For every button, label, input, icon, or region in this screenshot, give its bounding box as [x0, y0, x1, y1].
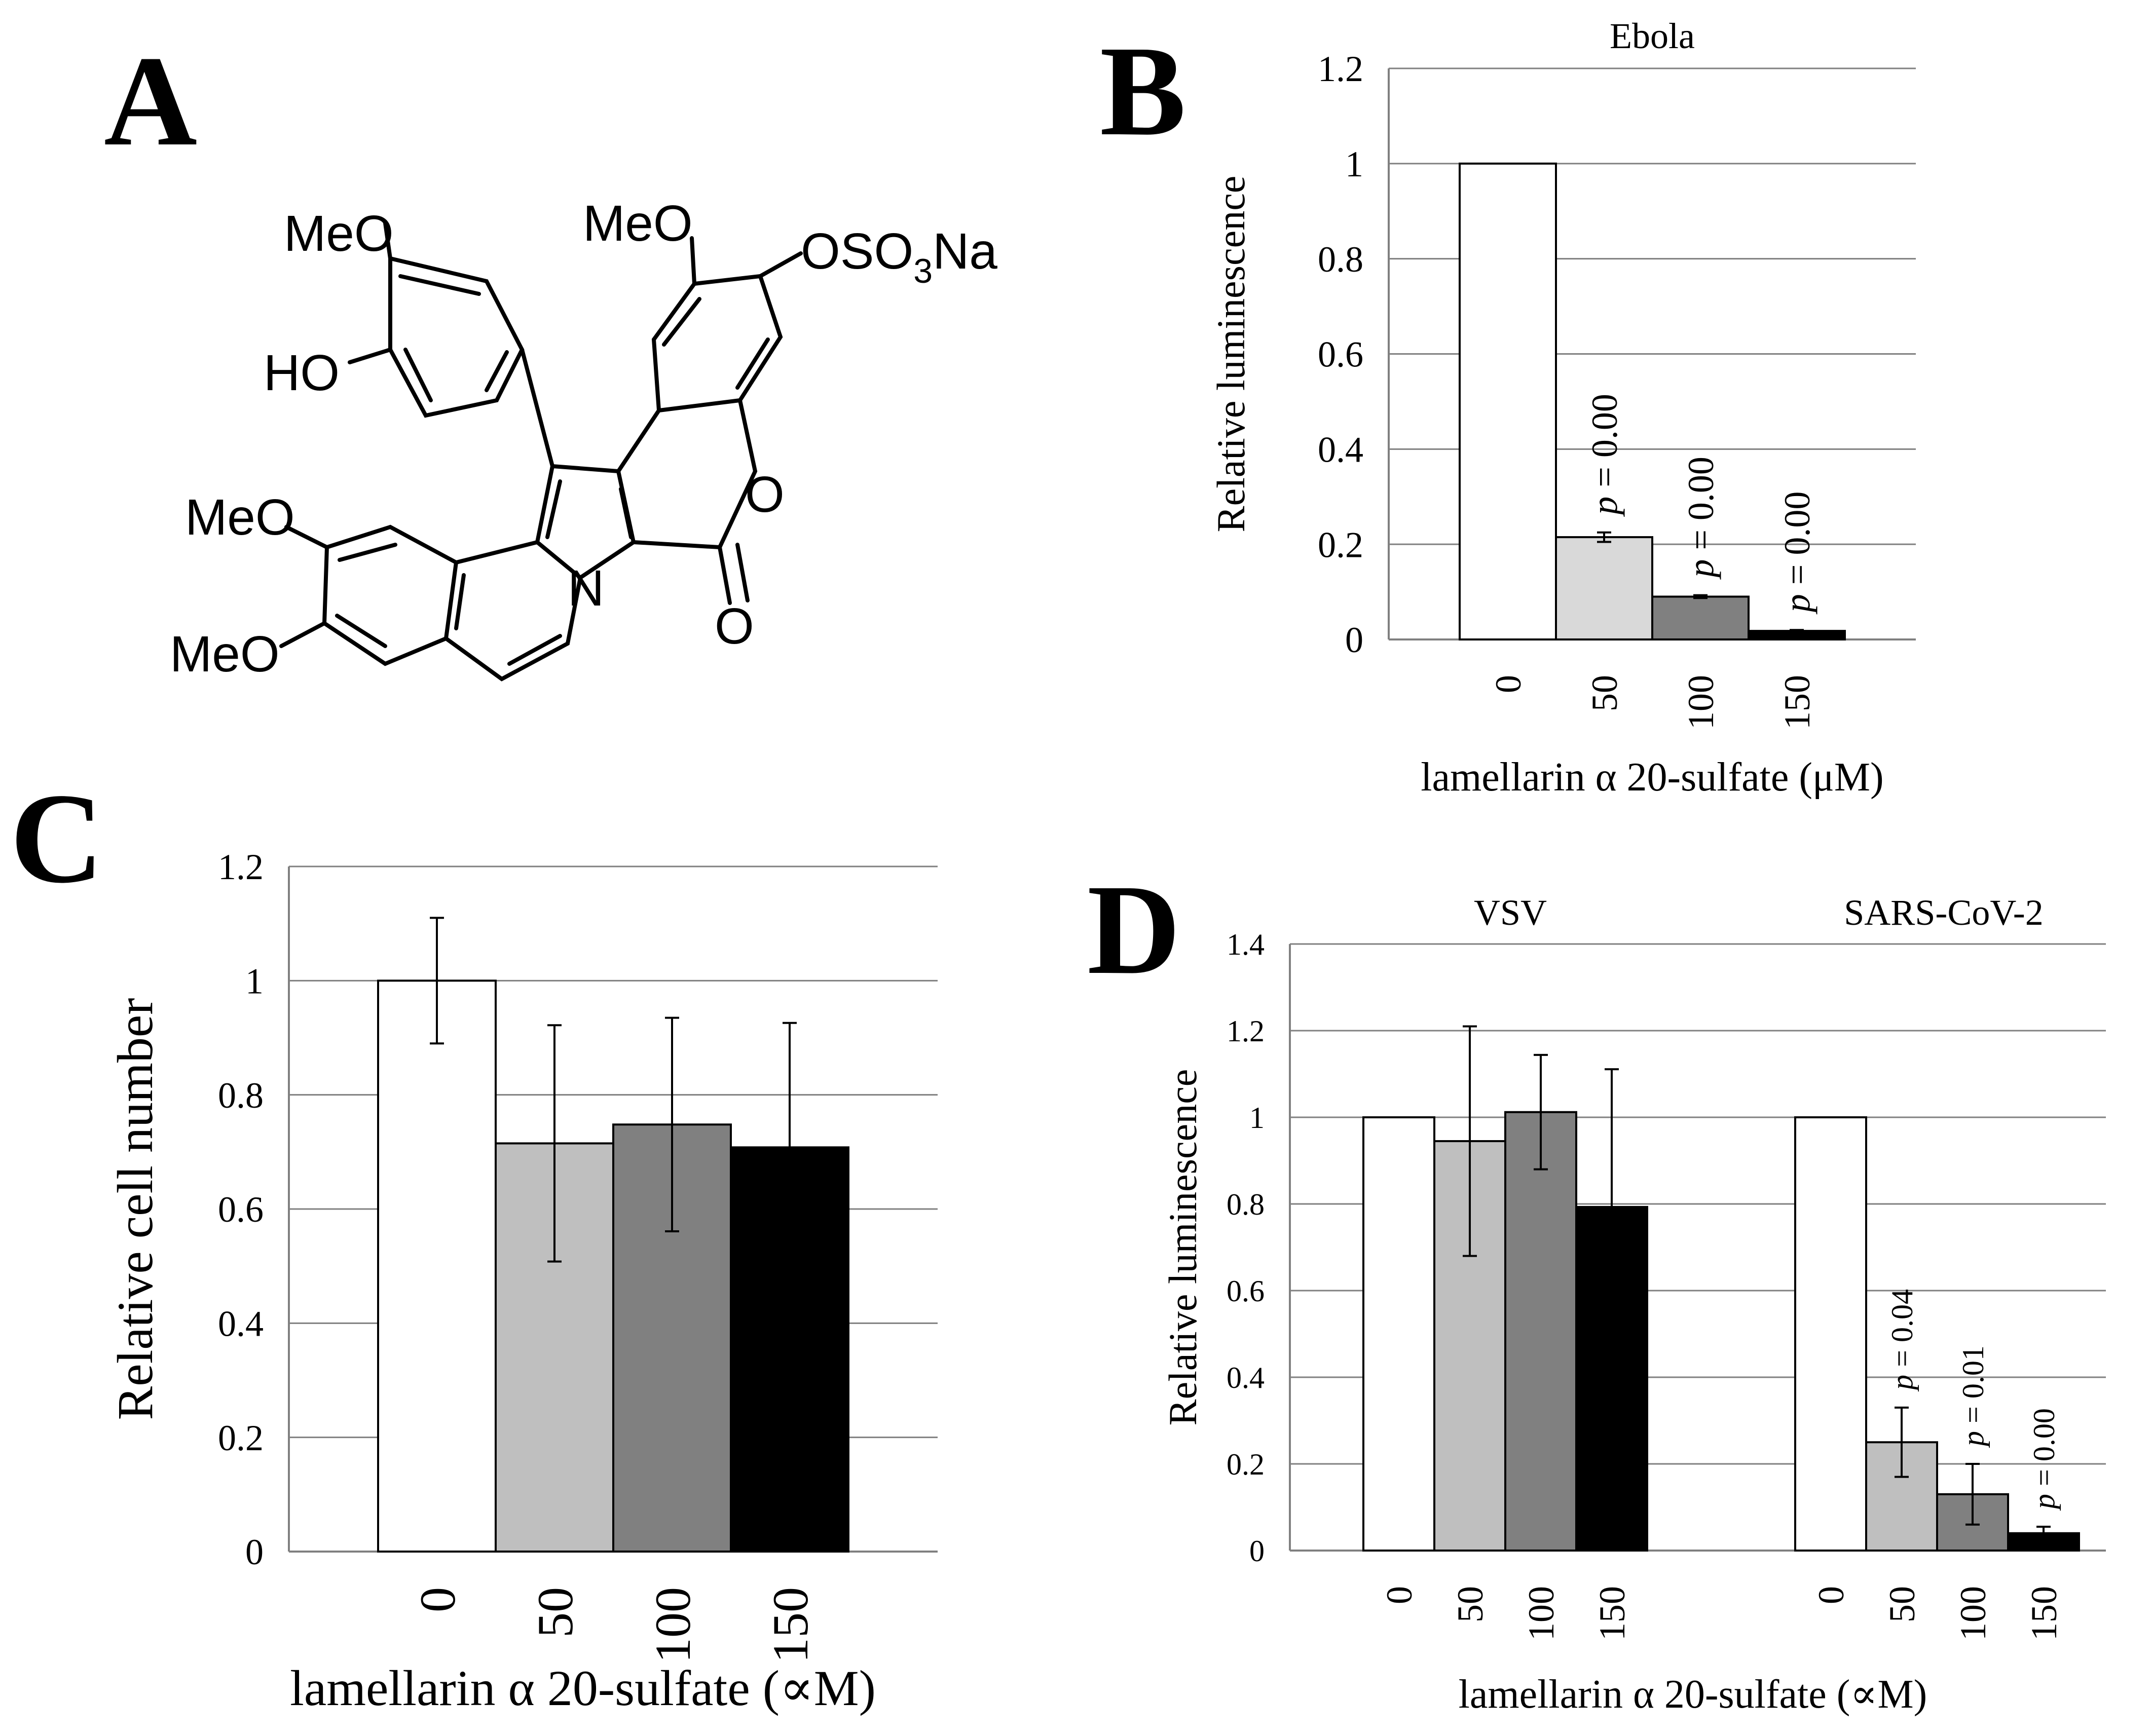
xtick-label-d-g0-0: 0	[1379, 1586, 1420, 1604]
y-axis-label-b: Relative luminescence	[1209, 176, 1253, 533]
label-meo-top-right: MeO	[583, 195, 693, 252]
ytick-label-d-0: 0	[1249, 1534, 1265, 1568]
ytick-label-d-7: 1.4	[1227, 928, 1265, 961]
x-axis-label-b: lamellarin α 20-sulfate (μM)	[1421, 755, 1883, 800]
xtick-label-d-g0-100: 100	[1521, 1586, 1562, 1641]
bar-d-g1-0	[1794, 1116, 1867, 1552]
ytick-label-c-4: 0.8	[218, 1075, 264, 1116]
xtick-label-d-g0-150: 150	[1592, 1586, 1632, 1641]
ytick-label-d-2: 0.4	[1227, 1361, 1265, 1394]
xtick-label-d-g1-100: 100	[1953, 1586, 1993, 1641]
label-carbonyl-oxygen: O	[715, 598, 754, 655]
ytick-label-b-3: 0.6	[1318, 334, 1363, 375]
ytick-label-c-0: 0	[245, 1532, 264, 1572]
xtick-label-c-g0-150: 150	[762, 1587, 819, 1663]
x-axis-label-c: lamellarin α 20-sulfate (∝M)	[290, 1660, 876, 1716]
bar-b-g0-0	[1459, 162, 1557, 641]
label-meo-mid-left: MeO	[185, 489, 295, 546]
label-ho: HO	[264, 345, 340, 401]
label-oso3na-subscript: 3	[913, 252, 933, 290]
y-axis-label-c: Relative cell number	[107, 998, 163, 1420]
group-title-d-1: SARS-CoV-2	[1844, 892, 2043, 933]
ytick-label-b-6: 1.2	[1318, 49, 1363, 89]
structure-bonds	[279, 221, 803, 682]
label-nitrogen: N	[568, 560, 604, 617]
ytick-label-b-4: 0.8	[1318, 239, 1363, 280]
ytick-label-d-4: 0.8	[1227, 1188, 1265, 1221]
panel-letter-a: A	[104, 30, 197, 173]
pvalue-label-d-g1-150: p = 0.00	[2027, 1408, 2061, 1511]
chart-vsv-sars: 0 0.2 0.4 0.6 0.8 1 1.2 1.4 0 50 100 150 VSV 0 50 p = 0…	[1161, 892, 2106, 1717]
pvalue-label-b-g0-50: p = 0.00	[1584, 394, 1625, 517]
xtick-label-d-g1-150: 150	[2024, 1586, 2064, 1641]
label-oso3na: OSO3Na	[801, 223, 997, 290]
pvalue-label-d-g1-50: p = 0.04	[1885, 1289, 1919, 1392]
ytick-label-d-5: 1	[1249, 1101, 1265, 1135]
xtick-label-d-g0-50: 50	[1450, 1586, 1491, 1622]
ytick-label-b-0: 0	[1345, 620, 1363, 660]
xtick-label-c-g0-50: 50	[527, 1587, 583, 1638]
y-axis-label-d: Relative luminescence	[1161, 1069, 1205, 1426]
label-ring-oxygen: O	[745, 466, 785, 523]
label-meo-top-left: MeO	[284, 205, 394, 262]
xtick-label-b-g0-0: 0	[1488, 675, 1529, 693]
xtick-label-b-g0-150: 150	[1777, 675, 1817, 730]
pvalue-label-d-g1-100: p = 0.01	[1956, 1345, 1990, 1448]
xtick-label-c-g0-0: 0	[410, 1587, 466, 1612]
ytick-label-c-1: 0.2	[218, 1418, 264, 1458]
panel-letter-c: C	[10, 767, 103, 910]
ytick-label-d-3: 0.6	[1227, 1274, 1265, 1308]
ytick-label-c-5: 1	[245, 961, 264, 1002]
x-axis-label-d: lamellarin α 20-sulfate (∝M)	[1459, 1672, 1927, 1717]
xtick-label-d-g1-50: 50	[1882, 1586, 1922, 1622]
xtick-label-d-g1-0: 0	[1811, 1586, 1851, 1604]
ytick-label-c-2: 0.4	[218, 1304, 264, 1344]
xtick-label-b-g0-100: 100	[1681, 675, 1721, 730]
label-oso3na-suffix: Na	[933, 223, 997, 280]
bar-b-g0-50	[1555, 536, 1653, 641]
xtick-label-c-g0-100: 100	[645, 1587, 701, 1663]
ytick-label-c-6: 1.2	[218, 847, 264, 887]
ytick-label-d-1: 0.2	[1227, 1448, 1265, 1481]
chemical-structure: MeO HO MeO OSO3Na MeO MeO N O O	[170, 195, 997, 683]
bar-d-g0-0	[1362, 1116, 1435, 1552]
chart-cell-number: 0 0.2 0.4 0.6 0.8 1 1.2 0 50 100 150 Relative cell …	[107, 847, 938, 1716]
chart-ebola: 0 0.2 0.4 0.6 0.8 1 1.2 0 50 p = 0.00 100 p = 0.00 1…	[1209, 16, 1916, 800]
ytick-label-b-2: 0.4	[1318, 430, 1363, 470]
ytick-label-c-3: 0.6	[218, 1189, 264, 1230]
ytick-label-b-5: 1	[1345, 144, 1363, 184]
ytick-label-d-6: 1.2	[1227, 1014, 1265, 1048]
bar-d-g0-100	[1504, 1111, 1577, 1552]
bar-c-g0-0	[377, 979, 497, 1553]
group-title-b-0: Ebola	[1610, 16, 1695, 56]
panel-letter-b: B	[1100, 20, 1186, 163]
pvalue-label-b-g0-100: p = 0.00	[1681, 457, 1721, 580]
label-meo-bottom-left: MeO	[170, 626, 280, 683]
label-oso3na-prefix: OSO	[801, 223, 913, 280]
group-title-d-0: VSV	[1474, 892, 1547, 933]
xtick-label-b-g0-50: 50	[1584, 675, 1625, 711]
pvalue-label-b-g0-150: p = 0.00	[1777, 492, 1817, 615]
bar-b-g0-100	[1651, 595, 1750, 640]
ytick-label-b-1: 0.2	[1318, 524, 1363, 565]
panel-letter-d: D	[1087, 858, 1180, 1001]
